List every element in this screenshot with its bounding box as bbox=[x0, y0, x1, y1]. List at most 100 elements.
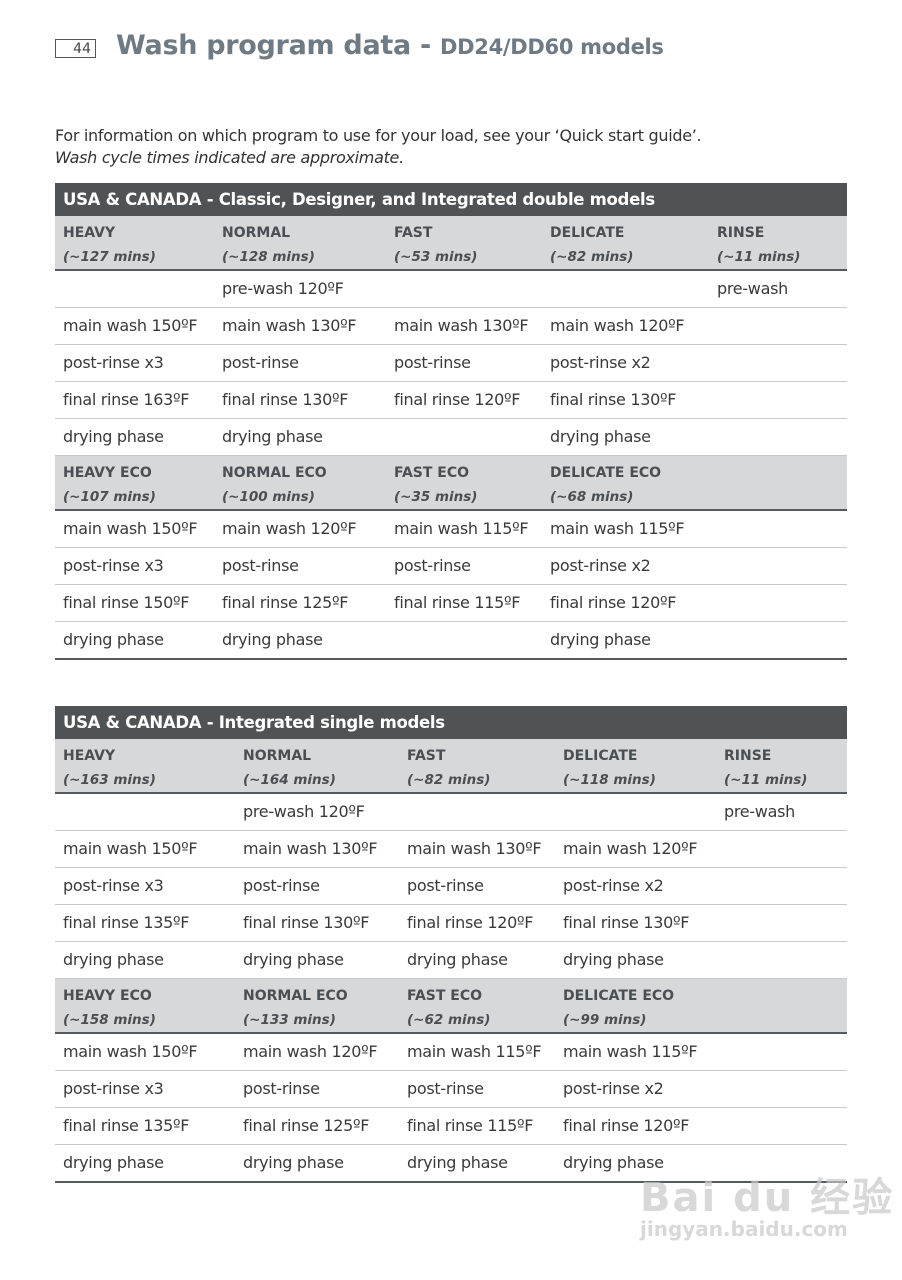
intro-text: For information on which program to use … bbox=[55, 125, 702, 169]
table-cell: post-rinse x2 bbox=[550, 556, 651, 575]
table-title: USA & CANADA - Classic, Designer, and In… bbox=[55, 183, 847, 216]
program-duration: (~133 mins) bbox=[243, 1012, 336, 1028]
column-header: NORMAL ECO (~100 mins) bbox=[222, 461, 327, 509]
program-duration: (~68 mins) bbox=[550, 489, 634, 505]
program-duration: (~35 mins) bbox=[394, 489, 478, 505]
table-cell: drying phase bbox=[222, 630, 323, 649]
table-cell: drying phase bbox=[63, 630, 164, 649]
table-row: final rinse 163ºF final rinse 130ºF final … bbox=[55, 382, 847, 419]
table-title: USA & CANADA - Integrated single models bbox=[55, 706, 847, 739]
table-cell: post-rinse x2 bbox=[563, 876, 664, 895]
table-cell: main wash 120ºF bbox=[550, 316, 685, 335]
table-cell: post-rinse bbox=[394, 556, 471, 575]
watermark-url: jingyan.baidu.com bbox=[640, 1217, 848, 1241]
table-cell: main wash 120ºF bbox=[563, 839, 698, 858]
column-header: NORMAL (~128 mins) bbox=[222, 221, 315, 269]
table-cell: final rinse 150ºF bbox=[63, 593, 190, 612]
watermark-brand: Bai du 经验 bbox=[640, 1175, 895, 1221]
table-cell: final rinse 120ºF bbox=[394, 390, 521, 409]
table-cell: final rinse 135ºF bbox=[63, 913, 190, 932]
table-cell: post-rinse x3 bbox=[63, 353, 164, 372]
table-cell: final rinse 120ºF bbox=[563, 1116, 690, 1135]
page-title: Wash program data - DD24/DD60 models bbox=[116, 30, 664, 61]
table-row: main wash 150ºF main wash 130ºF main wash … bbox=[55, 831, 847, 868]
table-cell: drying phase bbox=[563, 1153, 664, 1172]
column-header: FAST (~82 mins) bbox=[407, 744, 490, 792]
table-cell: pre-wash bbox=[717, 279, 788, 298]
table-cell: pre-wash 120ºF bbox=[243, 802, 365, 821]
table-cell: final rinse 135ºF bbox=[63, 1116, 190, 1135]
table-cell: main wash 150ºF bbox=[63, 1042, 198, 1061]
column-header: NORMAL ECO (~133 mins) bbox=[243, 984, 348, 1032]
program-duration: (~118 mins) bbox=[563, 772, 656, 788]
table-cell: post-rinse x3 bbox=[63, 1079, 164, 1098]
table-cell: post-rinse x2 bbox=[550, 353, 651, 372]
table-cell: main wash 115ºF bbox=[394, 519, 529, 538]
program-duration: (~99 mins) bbox=[563, 1012, 647, 1028]
intro-line: For information on which program to use … bbox=[55, 126, 702, 145]
table-cell: final rinse 120ºF bbox=[407, 913, 534, 932]
table-cell: final rinse 115ºF bbox=[394, 593, 521, 612]
program-name: FAST bbox=[394, 225, 433, 241]
table-row: final rinse 135ºF final rinse 125ºF final … bbox=[55, 1108, 847, 1145]
table-row: final rinse 150ºF final rinse 125ºF final … bbox=[55, 585, 847, 622]
table-cell: drying phase bbox=[550, 630, 651, 649]
table-cell: post-rinse x2 bbox=[563, 1079, 664, 1098]
column-header: FAST ECO (~62 mins) bbox=[407, 984, 490, 1032]
table-cell: main wash 115ºF bbox=[407, 1042, 542, 1061]
column-header: DELICATE ECO (~68 mins) bbox=[550, 461, 661, 509]
table-row: main wash 150ºF main wash 120ºF main wash … bbox=[55, 1034, 847, 1071]
table-cell: post-rinse bbox=[222, 556, 299, 575]
table-cell: main wash 130ºF bbox=[243, 839, 378, 858]
table-cell: pre-wash bbox=[724, 802, 795, 821]
table-row: post-rinse x3 post-rinse post-rinse post-ri… bbox=[55, 548, 847, 585]
table-cell: final rinse 125ºF bbox=[222, 593, 349, 612]
table-cell: drying phase bbox=[63, 950, 164, 969]
program-name: NORMAL ECO bbox=[222, 465, 327, 481]
program-name: HEAVY ECO bbox=[63, 988, 152, 1004]
column-header: RINSE (~11 mins) bbox=[724, 744, 807, 792]
column-header-row: HEAVY (~127 mins) NORMAL (~128 mins) FAST (~5… bbox=[55, 216, 847, 271]
program-name: FAST bbox=[407, 748, 446, 764]
table-cell: main wash 150ºF bbox=[63, 316, 198, 335]
table-cell: post-rinse bbox=[243, 1079, 320, 1098]
program-name: RINSE bbox=[717, 225, 765, 241]
table-cell: final rinse 125ºF bbox=[243, 1116, 370, 1135]
table-cell: drying phase bbox=[563, 950, 664, 969]
table-cell: drying phase bbox=[407, 1153, 508, 1172]
table-cell: drying phase bbox=[63, 427, 164, 446]
table-cell: main wash 120ºF bbox=[243, 1042, 378, 1061]
program-name: HEAVY ECO bbox=[63, 465, 152, 481]
table-cell: drying phase bbox=[222, 427, 323, 446]
table-row: drying phase drying phase drying phase bbox=[55, 622, 847, 660]
table-cell: main wash 115ºF bbox=[550, 519, 685, 538]
column-header-row: HEAVY (~163 mins) NORMAL (~164 mins) FAST (~8… bbox=[55, 739, 847, 794]
program-duration: (~62 mins) bbox=[407, 1012, 491, 1028]
column-header: DELICATE ECO (~99 mins) bbox=[563, 984, 674, 1032]
table-cell: drying phase bbox=[63, 1153, 164, 1172]
table-cell: post-rinse x3 bbox=[63, 876, 164, 895]
table-cell: main wash 130ºF bbox=[222, 316, 357, 335]
table-cell: main wash 150ºF bbox=[63, 839, 198, 858]
table-cell: main wash 115ºF bbox=[563, 1042, 698, 1061]
table-cell: drying phase bbox=[550, 427, 651, 446]
watermark-logo: Bai du 经验 jingyan.baidu.com bbox=[640, 1165, 894, 1241]
table-row: pre-wash 120ºF pre-wash bbox=[55, 794, 847, 831]
table-cell: post-rinse x3 bbox=[63, 556, 164, 575]
program-duration: (~158 mins) bbox=[63, 1012, 156, 1028]
column-header: DELICATE (~82 mins) bbox=[550, 221, 633, 269]
table-cell: final rinse 130ºF bbox=[243, 913, 370, 932]
column-header: HEAVY ECO (~107 mins) bbox=[63, 461, 156, 509]
page-number: 44 bbox=[55, 39, 96, 58]
table-cell: drying phase bbox=[407, 950, 508, 969]
program-duration: (~163 mins) bbox=[63, 772, 156, 788]
program-duration: (~11 mins) bbox=[724, 772, 808, 788]
program-duration: (~82 mins) bbox=[550, 249, 634, 265]
program-duration: (~107 mins) bbox=[63, 489, 156, 505]
column-header: FAST (~53 mins) bbox=[394, 221, 477, 269]
table-row: main wash 150ºF main wash 130ºF main wash … bbox=[55, 308, 847, 345]
table-row: drying phase drying phase drying phase dryi… bbox=[55, 942, 847, 979]
table-row: final rinse 135ºF final rinse 130ºF final … bbox=[55, 905, 847, 942]
table-cell: final rinse 130ºF bbox=[550, 390, 677, 409]
table-cell: main wash 150ºF bbox=[63, 519, 198, 538]
